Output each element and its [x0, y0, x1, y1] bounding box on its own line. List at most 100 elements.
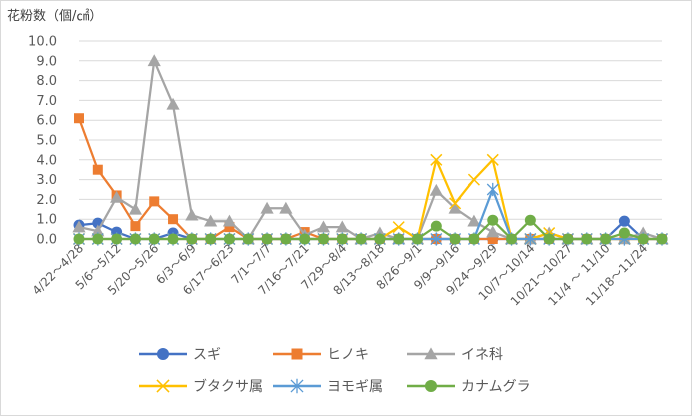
data-point [430, 153, 443, 166]
data-point [185, 208, 199, 221]
data-point [374, 233, 386, 245]
data-point [74, 113, 84, 124]
data-point [317, 233, 329, 245]
data-point [148, 233, 160, 245]
data-point [168, 214, 179, 225]
data-point [618, 215, 630, 227]
y-tick-label: 6.0 [36, 114, 57, 129]
legend-item: ヨモギ属 [273, 378, 383, 395]
legend-item: カナムグラ [407, 379, 531, 395]
data-point [487, 234, 498, 244]
legend-label: イネ科 [461, 347, 503, 363]
y-tick-label: 2.0 [36, 193, 57, 208]
data-point [524, 232, 537, 246]
data-point [429, 183, 443, 196]
y-tick-label: 7.0 [36, 94, 57, 109]
y-tick-label: 0.0 [36, 233, 57, 248]
y-tick-label: 10.0 [28, 35, 57, 50]
data-point [562, 233, 574, 245]
data-point [618, 227, 630, 239]
y-tick-label: 5.0 [36, 134, 57, 149]
data-point [424, 347, 438, 360]
data-point [336, 233, 348, 245]
legend-label: ブタクサ属 [193, 378, 263, 395]
data-point [393, 233, 405, 245]
legend-item: スギ [139, 347, 221, 363]
data-point [72, 220, 86, 233]
y-tick-label: 1.0 [36, 213, 57, 228]
legend-item: イネ科 [407, 347, 503, 363]
data-point [506, 233, 518, 245]
y-tick-label: 3.0 [36, 173, 57, 188]
data-point [449, 233, 461, 245]
y-tick-label: 4.0 [36, 153, 57, 168]
data-point [487, 214, 499, 226]
series-0 [73, 215, 668, 245]
data-point [279, 201, 293, 214]
data-point [637, 233, 649, 245]
data-point [291, 348, 303, 360]
data-point [290, 378, 304, 394]
data-point [430, 220, 442, 232]
data-point [73, 233, 85, 245]
data-point [111, 233, 123, 245]
data-point [186, 233, 198, 245]
data-point [92, 164, 103, 175]
data-point [92, 233, 104, 245]
data-point [167, 233, 179, 245]
data-point [468, 233, 480, 245]
data-point [316, 220, 331, 233]
data-point [242, 233, 254, 245]
data-point [600, 233, 612, 245]
data-point [486, 153, 499, 166]
data-point [128, 202, 143, 215]
data-point [204, 214, 218, 227]
data-point [224, 222, 235, 233]
data-point [222, 214, 237, 227]
legend-label: カナムグラ [461, 379, 531, 395]
data-point [486, 182, 499, 197]
data-point [130, 221, 141, 232]
y-axis-label: 花粉数（個/㎠） [7, 8, 102, 24]
data-point [486, 225, 500, 238]
x-tick-labels: 4/22～4/285/6～5/125/20～5/266/3～6/96/17～6/… [30, 241, 651, 308]
data-point [543, 233, 555, 245]
series-2 [72, 54, 669, 245]
data-point [392, 221, 405, 234]
data-point [156, 379, 170, 393]
y-tick-label: 9.0 [36, 54, 57, 69]
legend-label: ヒノキ [327, 347, 369, 363]
data-point [91, 224, 105, 237]
legend-item: ブタクサ属 [139, 378, 263, 395]
data-point [467, 214, 481, 227]
data-point [581, 233, 593, 245]
data-point [524, 214, 536, 226]
data-point [129, 233, 141, 245]
data-point [448, 201, 462, 214]
data-point [467, 173, 480, 186]
data-point [147, 54, 161, 67]
data-point [205, 233, 217, 245]
series-lines [72, 54, 669, 246]
x-tick-label: 4/22～4/28 [30, 241, 87, 298]
gridlines [79, 40, 662, 240]
data-point [424, 379, 438, 393]
data-point [335, 220, 349, 233]
y-tick-labels: 0.0 1.0 2.0 3.0 4.0 5.0 6.0 7.0 8.0 9.0 10.0 [28, 35, 57, 248]
data-point [260, 201, 274, 214]
data-point [412, 233, 424, 245]
legend-label: ヨモギ属 [327, 379, 383, 395]
y-tick-label: 8.0 [36, 74, 57, 89]
series-line [77, 117, 662, 241]
data-point [223, 233, 235, 245]
data-point [166, 97, 180, 110]
data-point [110, 190, 124, 203]
legend-label: スギ [193, 347, 221, 363]
data-point [261, 233, 273, 245]
data-point [430, 232, 443, 246]
data-point [656, 233, 668, 245]
series-5 [73, 214, 668, 245]
